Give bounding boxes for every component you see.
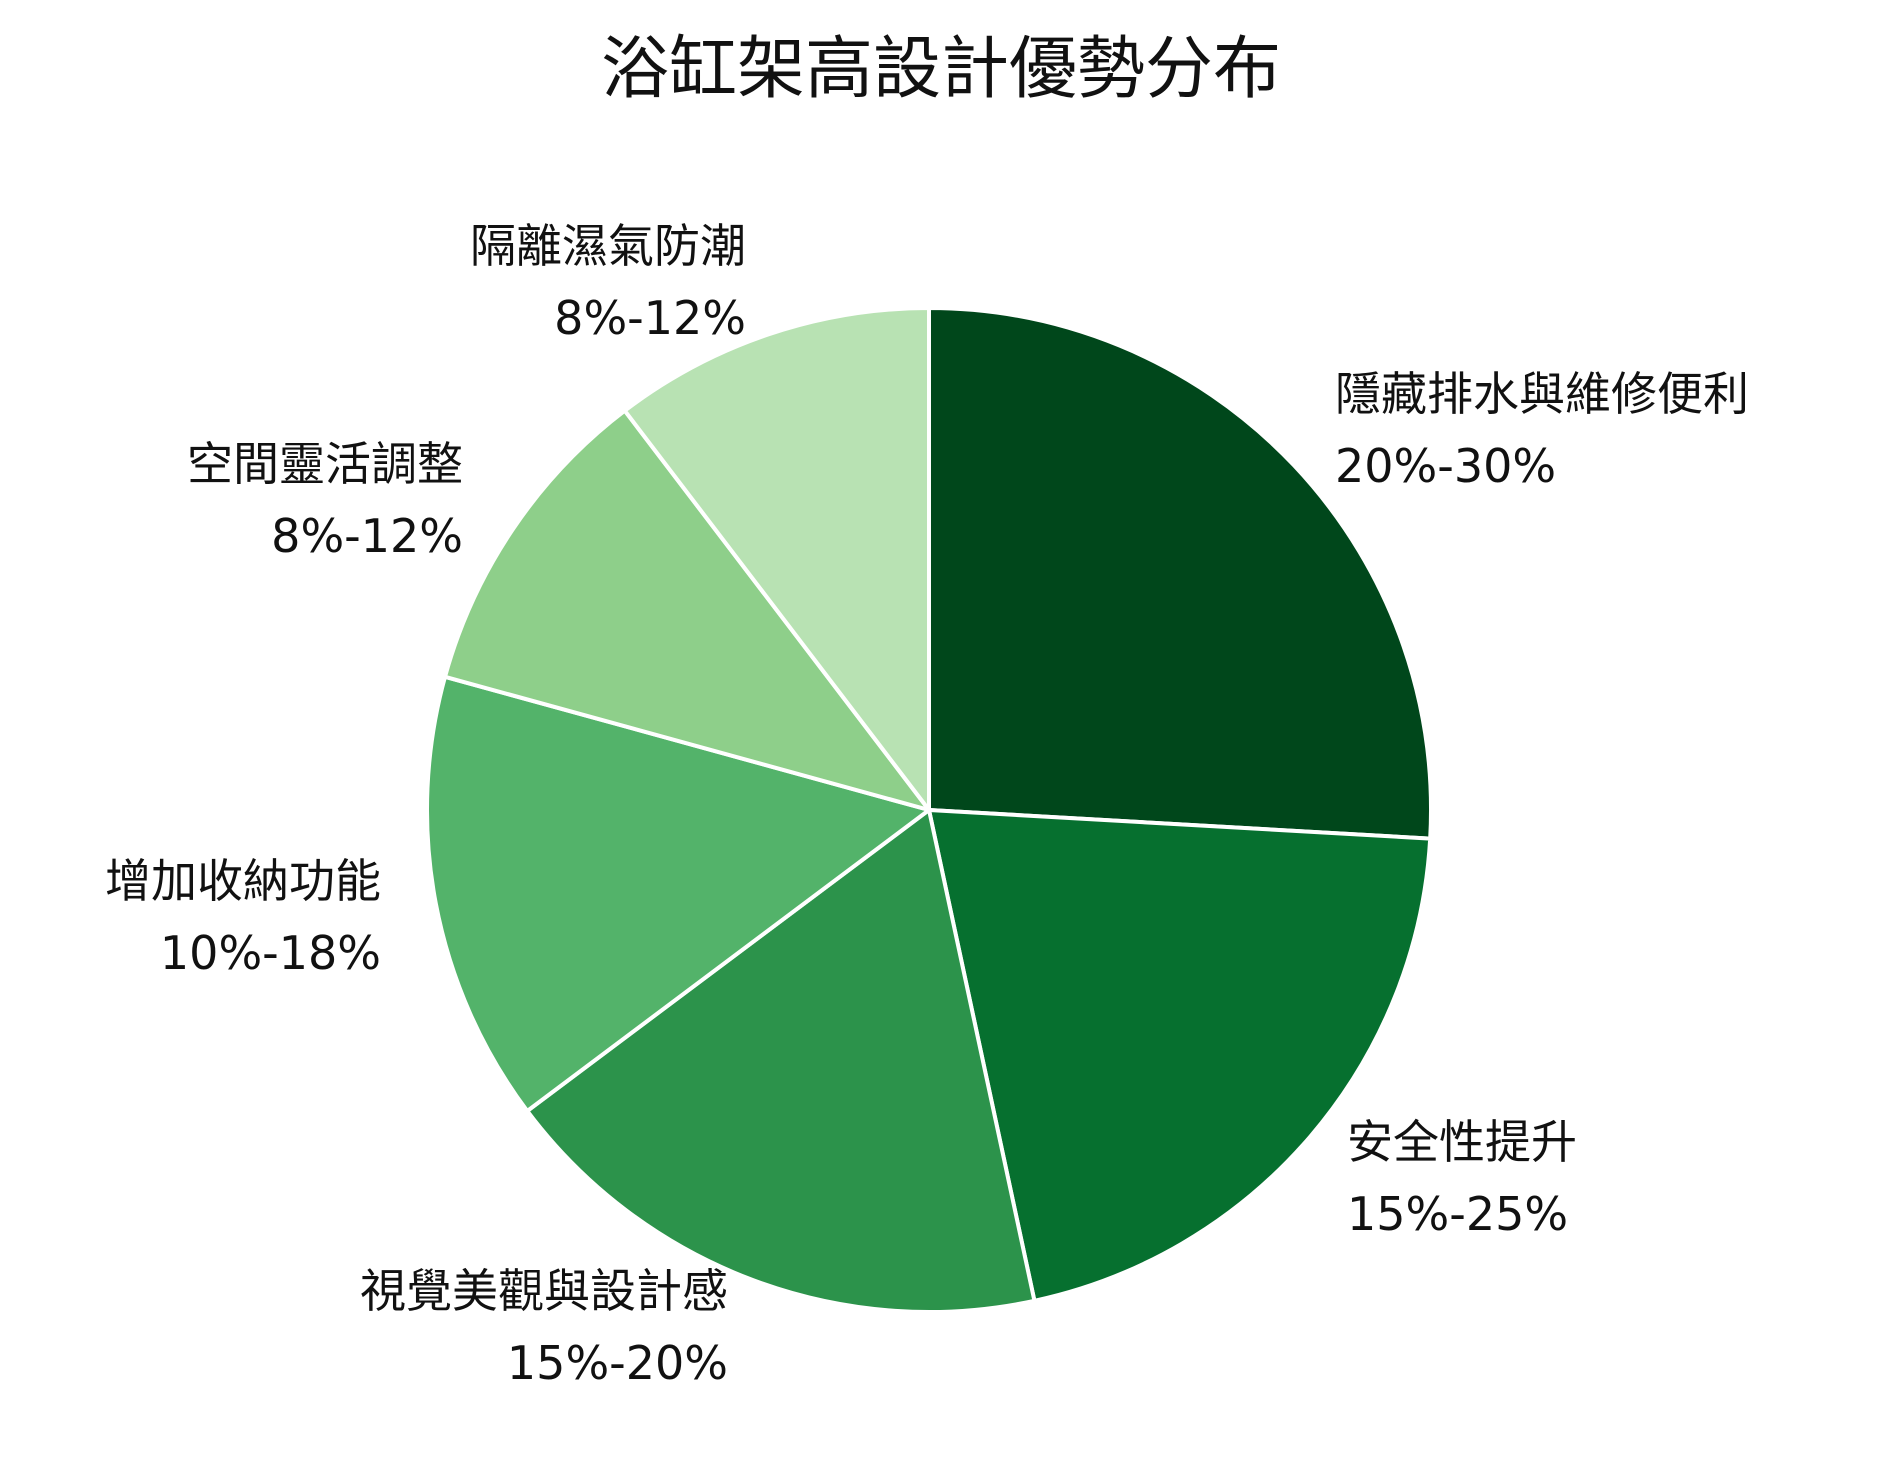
slice-label-3: 視覺美觀與設計感	[360, 1264, 728, 1318]
pie-slice-3	[525, 808, 1037, 1314]
slice-value-1: 20%-30%	[1335, 439, 1556, 493]
pie-slices	[425, 306, 1433, 1314]
pie-slice-4	[425, 674, 931, 1113]
pie-slice-2	[927, 808, 1433, 1303]
slice-value-3: 15%-20%	[507, 1336, 728, 1390]
slice-label-2: 安全性提升	[1347, 1115, 1577, 1169]
slice-label-6: 隔離濕氣防潮	[470, 219, 746, 273]
pie-slice-1	[927, 306, 1433, 841]
slice-value-6: 8%-12%	[554, 291, 746, 345]
slice-value-2: 15%-25%	[1347, 1187, 1568, 1241]
pie-slice-5	[442, 408, 931, 812]
slice-label-1: 隱藏排水與維修便利	[1335, 367, 1749, 421]
pie-labels: 隱藏排水與維修便利 20%-30% 安全性提升 15%-25% 視覺美觀與設計感 15%-…	[105, 219, 1749, 1390]
slice-value-4: 10%-18%	[160, 926, 381, 980]
pie-slice-6	[622, 306, 931, 812]
slice-label-5: 空間靈活調整	[187, 437, 463, 491]
chart-title: 浴缸架高設計優勢分布	[601, 30, 1281, 109]
slice-label-4: 增加收納功能	[105, 854, 381, 908]
slice-value-5: 8%-12%	[271, 509, 463, 563]
